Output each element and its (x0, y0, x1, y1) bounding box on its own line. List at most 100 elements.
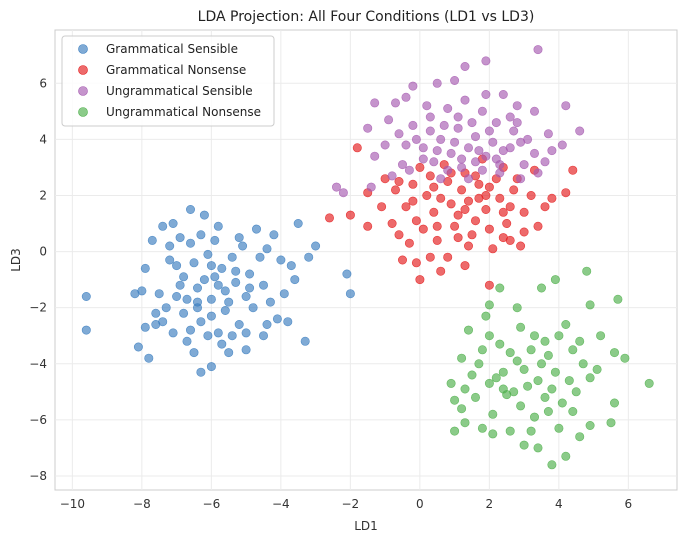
data-point (425, 112, 435, 122)
x-tick-label: −10 (60, 497, 85, 511)
data-point (606, 418, 616, 428)
data-point (130, 289, 140, 299)
data-point (474, 359, 484, 369)
y-tick-label: −2 (29, 301, 47, 315)
data-point (526, 345, 536, 355)
data-point (519, 160, 529, 170)
data-point (196, 230, 206, 240)
data-point (509, 387, 519, 397)
legend-marker (78, 65, 88, 75)
data-point (481, 90, 491, 100)
data-point (450, 221, 460, 231)
data-point (283, 317, 293, 327)
data-point (484, 331, 494, 341)
data-point (450, 426, 460, 436)
data-point (217, 263, 227, 273)
data-point (390, 98, 400, 108)
data-point (547, 193, 557, 203)
data-point (147, 235, 157, 245)
data-point (411, 216, 421, 226)
data-point (338, 188, 348, 198)
data-point (502, 219, 512, 229)
data-point (529, 412, 539, 422)
data-point (460, 61, 470, 71)
data-point (481, 311, 491, 321)
data-point (488, 137, 498, 147)
data-point (241, 291, 251, 301)
data-point (436, 174, 446, 184)
data-point (443, 104, 453, 114)
data-point (241, 345, 251, 355)
data-point (404, 238, 414, 248)
data-point (446, 148, 456, 158)
data-point (609, 398, 619, 408)
data-point (516, 241, 526, 251)
data-point (543, 350, 553, 360)
data-point (151, 308, 161, 318)
data-point (474, 179, 484, 189)
data-point (401, 202, 411, 212)
data-point (488, 409, 498, 419)
data-point (533, 45, 543, 55)
data-point (311, 241, 321, 251)
data-point (262, 244, 272, 254)
data-point (81, 325, 91, 335)
data-point (182, 294, 192, 304)
data-point (394, 177, 404, 187)
x-tick-label: 2 (486, 497, 494, 511)
data-point (536, 359, 546, 369)
data-point (213, 280, 223, 290)
data-point (460, 261, 470, 271)
data-point (432, 235, 442, 245)
data-point (390, 185, 400, 195)
data-point (470, 157, 480, 167)
data-point (495, 193, 505, 203)
data-point (206, 362, 216, 372)
data-point (453, 210, 463, 220)
data-point (370, 151, 380, 161)
data-point (436, 193, 446, 203)
data-point (571, 387, 581, 397)
legend-marker (78, 107, 88, 117)
data-point (516, 322, 526, 332)
data-point (172, 261, 182, 271)
data-point (387, 171, 397, 181)
data-point (505, 348, 515, 358)
data-point (481, 205, 491, 215)
data-point (620, 353, 630, 363)
data-point (463, 196, 473, 206)
data-point (477, 106, 487, 116)
data-point (206, 311, 216, 321)
data-point (227, 331, 237, 341)
data-point (547, 146, 557, 156)
data-point (460, 418, 470, 428)
data-point (193, 283, 203, 293)
data-point (258, 331, 268, 341)
data-point (436, 134, 446, 144)
data-point (377, 202, 387, 212)
data-point (199, 275, 209, 285)
data-point (533, 168, 543, 178)
legend-marker (78, 86, 88, 96)
data-point (224, 297, 234, 307)
data-point (293, 219, 303, 229)
data-point (439, 120, 449, 130)
data-point (529, 331, 539, 341)
data-point (432, 146, 442, 156)
data-point (258, 280, 268, 290)
data-point (498, 367, 508, 377)
data-point (436, 266, 446, 276)
data-point (550, 367, 560, 377)
data-point (498, 384, 508, 394)
data-point (401, 92, 411, 102)
data-point (554, 331, 564, 341)
data-point (408, 81, 418, 91)
data-point (168, 328, 178, 338)
data-point (245, 269, 255, 279)
x-axis-ticks: −10 −8 −6 −4 −2 0 2 4 6 (60, 497, 632, 511)
data-point (463, 143, 473, 153)
data-point (252, 224, 262, 234)
series-0 (81, 205, 355, 377)
data-point (227, 252, 237, 262)
